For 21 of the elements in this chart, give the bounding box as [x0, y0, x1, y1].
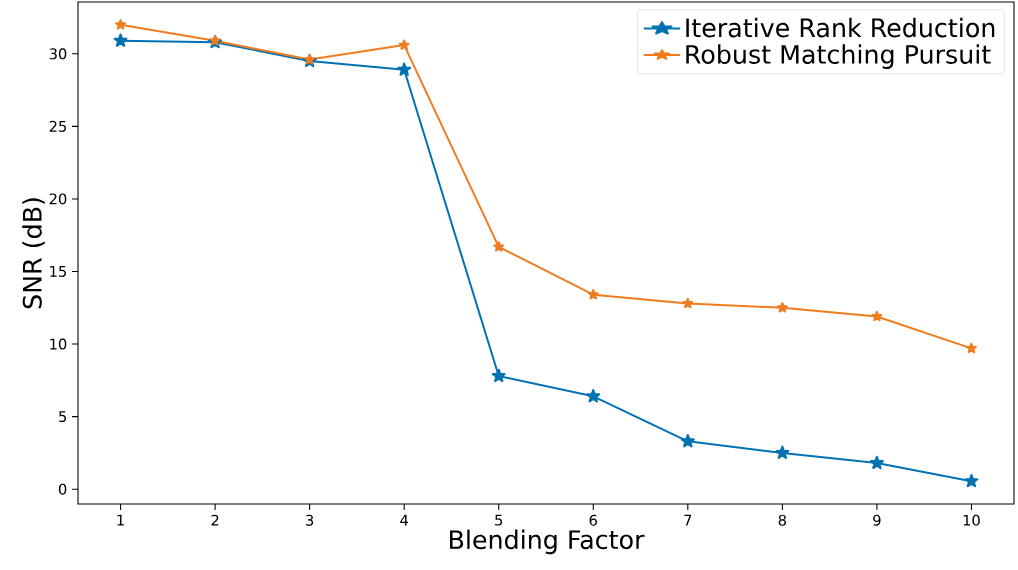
x-tick-label: 4 [400, 514, 409, 526]
y-tick-label: 0 [58, 483, 67, 495]
y-tick-label: 10 [50, 338, 67, 350]
x-tick-label: 10 [963, 514, 980, 526]
x-tick-label: 1 [117, 514, 124, 526]
y-tick-label: 15 [50, 266, 67, 277]
x-tick-label: 9 [873, 514, 881, 526]
x-tick-label: 2 [211, 514, 219, 526]
y-axis-title: SNR (dB) [22, 198, 45, 309]
x-tick-label: 7 [684, 514, 692, 526]
x-axis-title: Blending Factor [450, 529, 645, 555]
x-tick-label: 6 [589, 514, 598, 526]
y-tick-label: 5 [59, 411, 67, 423]
y-tick-label: 30 [49, 48, 67, 60]
y-tick-label: 25 [49, 120, 67, 132]
y-tick-label: 20 [49, 193, 67, 205]
x-tick-label: 5 [495, 514, 503, 526]
legend-label: Robust Matching Pursuit [686, 44, 991, 69]
x-tick-label: 8 [778, 514, 787, 526]
x-tick-label: 3 [306, 514, 314, 526]
legend-label: Iterative Rank Reduction [686, 17, 995, 38]
